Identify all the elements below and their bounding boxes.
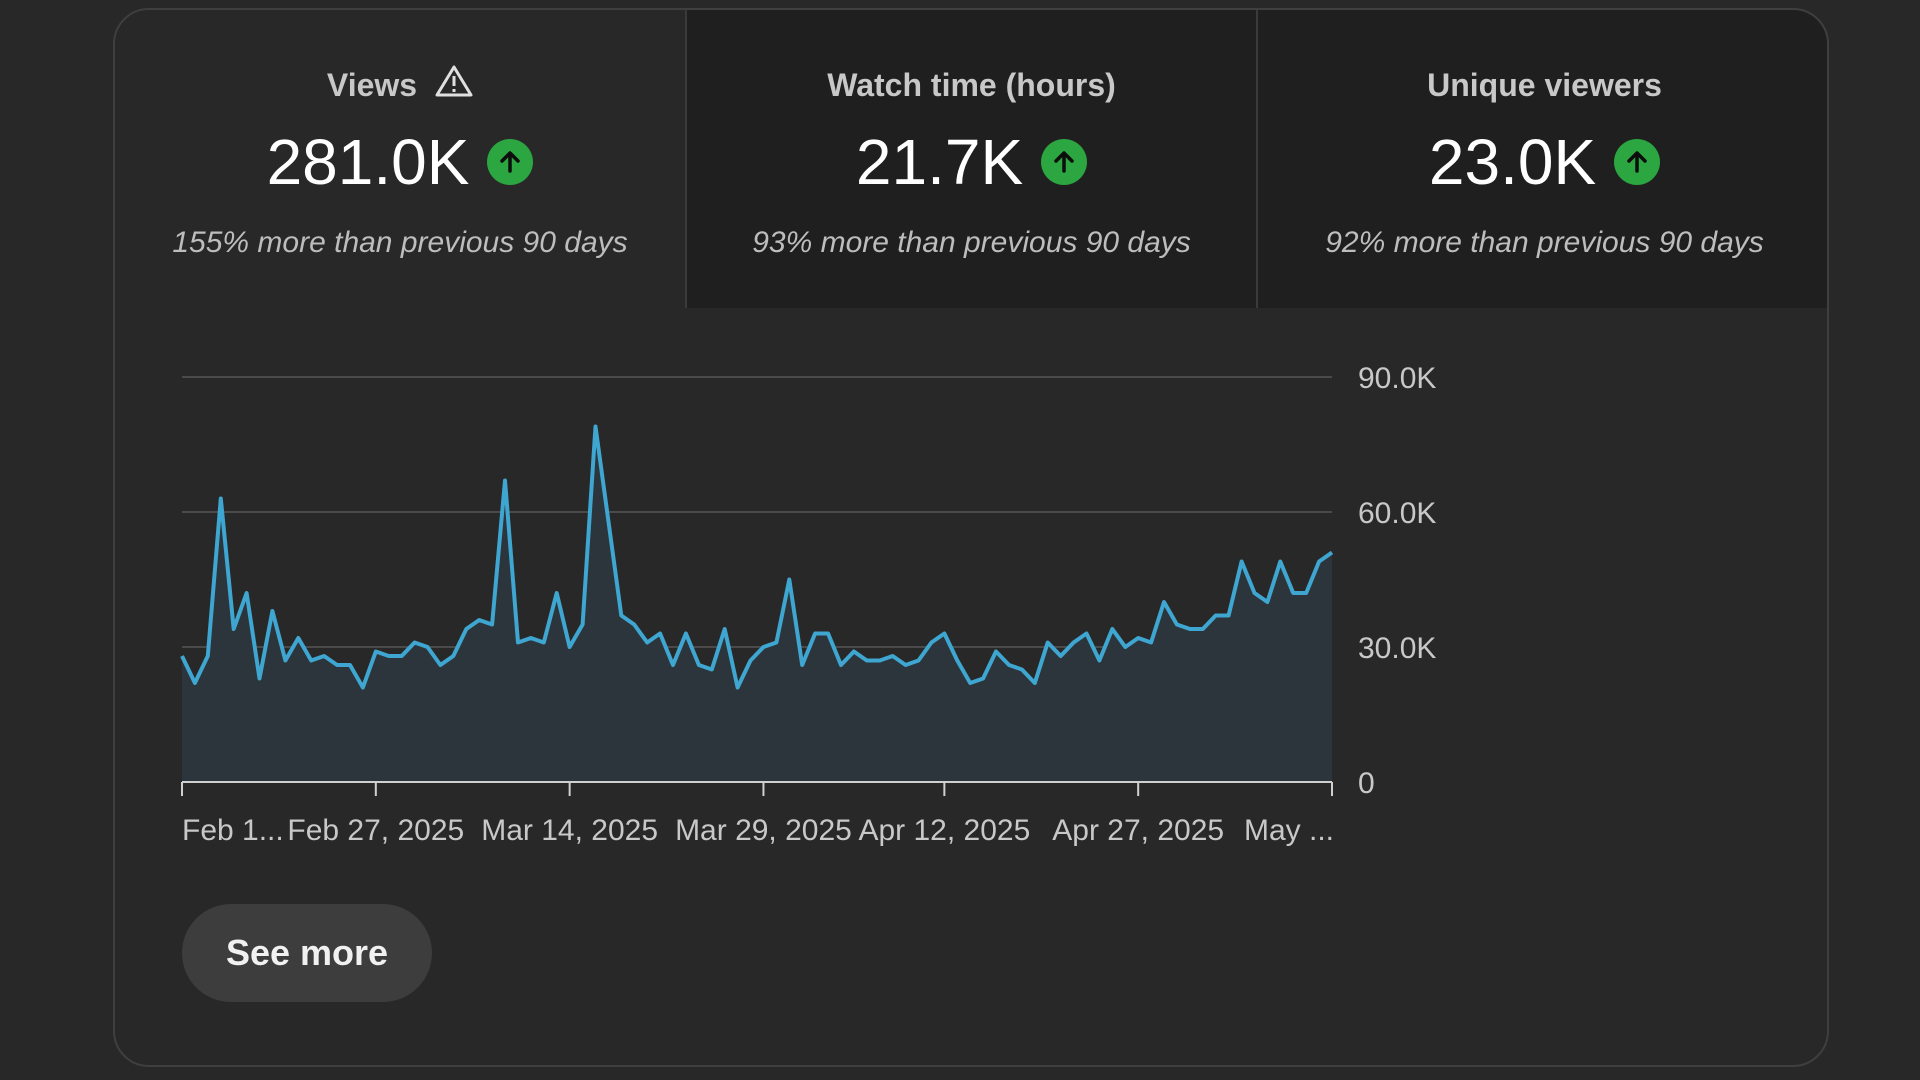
warning-icon[interactable] (435, 64, 473, 106)
tab-watch-time-title: Watch time (hours) (827, 66, 1116, 103)
tab-unique-viewers[interactable]: Unique viewers 23.0K 92% more than previ… (1256, 10, 1827, 308)
tab-views-comparison: 155% more than previous 90 days (172, 226, 628, 259)
x-tick-label: Mar 29, 2025 (675, 814, 852, 847)
chart-svg: 0 30.0K 60.0K 90.0K Feb 1... Feb 27, 2025 Mar … (180, 362, 1436, 847)
tab-unique-viewers-header: Unique viewers (1258, 60, 1827, 110)
tab-views[interactable]: Views 281.0K 155% more than previous 90 … (115, 10, 685, 308)
y-tick-label: 60.0K (1358, 497, 1436, 530)
y-tick-label: 30.0K (1358, 632, 1436, 665)
metric-tabs: Views 281.0K 155% more than previous 90 … (115, 10, 1827, 308)
tab-views-header: Views (115, 60, 685, 110)
x-tick-label: Apr 12, 2025 (858, 814, 1030, 847)
series-area (182, 426, 1332, 782)
tab-views-title: Views (326, 66, 418, 103)
tab-watch-time[interactable]: Watch time (hours) 21.7K 93% more than p… (685, 10, 1256, 308)
tab-unique-viewers-value-row: 23.0K (1258, 124, 1827, 200)
tab-watch-time-header: Watch time (hours) (687, 60, 1256, 110)
x-tick-label: Feb 1... (182, 814, 284, 847)
views-chart: 0 30.0K 60.0K 90.0K Feb 1... Feb 27, 2025 Mar … (115, 308, 1827, 868)
x-tick-label: Mar 14, 2025 (481, 814, 658, 847)
series-line (180, 424, 1334, 690)
x-tick-label: Apr 27, 2025 (1052, 814, 1224, 847)
tab-views-value: 281.0K (266, 126, 470, 198)
tab-watch-time-value-row: 21.7K (687, 124, 1256, 200)
tab-unique-viewers-title: Unique viewers (1427, 66, 1662, 103)
arrow-up-icon (1614, 139, 1661, 185)
y-tick-label: 90.0K (1358, 362, 1436, 395)
tab-views-value-row: 281.0K (115, 124, 685, 200)
x-tick-label: May ... (1244, 814, 1334, 847)
tab-watch-time-value: 21.7K (855, 126, 1024, 198)
tab-unique-viewers-comparison: 92% more than previous 90 days (1325, 226, 1764, 259)
y-tick-label: 0 (1358, 767, 1375, 800)
analytics-card: Views 281.0K 155% more than previous 90 … (113, 8, 1829, 1067)
arrow-up-icon (487, 139, 534, 185)
tab-watch-time-comparison: 93% more than previous 90 days (752, 226, 1191, 259)
arrow-up-icon (1041, 139, 1088, 185)
see-more-button[interactable]: See more (182, 904, 432, 1002)
tab-unique-viewers-value: 23.0K (1428, 126, 1597, 198)
x-tick-label: Feb 27, 2025 (287, 814, 464, 847)
